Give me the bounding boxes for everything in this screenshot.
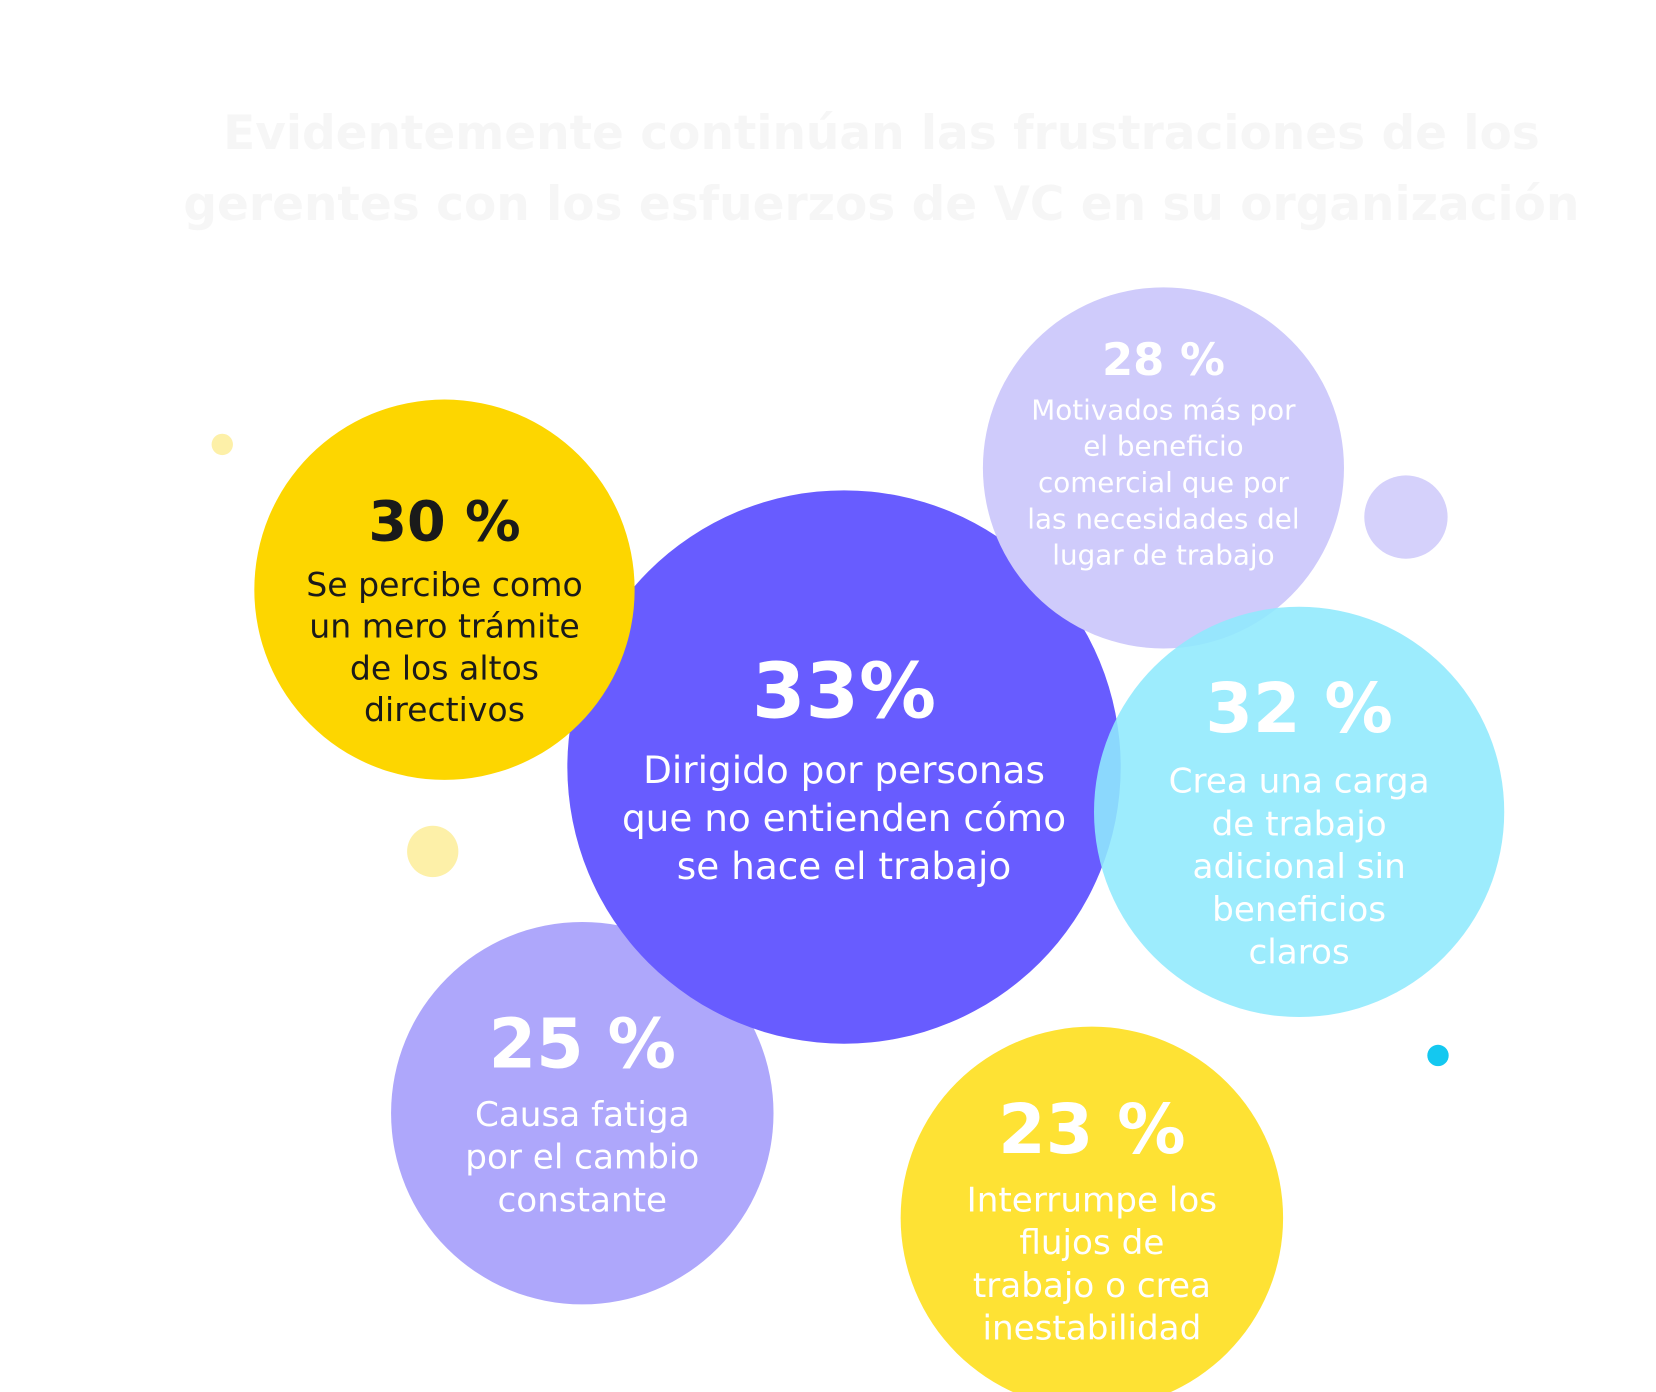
bubble-text: Dirigido por personas <box>643 748 1045 792</box>
bubble-circle <box>900 1026 1284 1392</box>
bubble-circle <box>982 287 1344 649</box>
bubble-text: comercial que por <box>1038 466 1289 499</box>
bubble-text: Interrumpe los <box>967 1180 1217 1220</box>
bubble-text: Se percibe como <box>306 565 582 604</box>
bubble-text: Motivados más por <box>1031 393 1296 426</box>
decor-dot <box>211 433 233 456</box>
bubble-value: 33% <box>752 648 936 737</box>
bubble-circle <box>567 490 1121 1044</box>
bubble-text: beneficios <box>1212 890 1386 930</box>
bubble: 28 % Motivados más por el beneficiocomerci… <box>982 287 1344 649</box>
title-line: Evidentemente continúan las frustracione… <box>223 106 1540 161</box>
bubble-value: 23 % <box>998 1091 1185 1170</box>
decor-dot <box>407 825 459 878</box>
bubble-text: adicional sin <box>1193 847 1406 887</box>
bubble-value: 30 % <box>368 490 520 555</box>
bubble-text: directivos <box>364 690 525 729</box>
bubble-text: el beneficio <box>1083 430 1243 463</box>
bubble-text: lugar de trabajo <box>1052 539 1274 572</box>
bubble-text: se hace el trabajo <box>677 844 1011 888</box>
bubble-text: de trabajo <box>1212 804 1387 844</box>
bubble-text: Causa fatiga <box>475 1095 690 1135</box>
bubble-text: las necesidades del <box>1027 502 1299 535</box>
bubble-text: que no entienden cómo <box>622 796 1066 840</box>
bubble-text: inestabilidad <box>982 1309 1201 1349</box>
decor-dot <box>1427 1044 1449 1067</box>
bubble-text: de los altos <box>350 648 539 687</box>
bubble-value: 28 % <box>1102 333 1225 386</box>
bubble-circle <box>1094 606 1505 1018</box>
bubble-text: claros <box>1249 932 1350 972</box>
bubble-text: trabajo o crea <box>973 1266 1211 1306</box>
bubble-text: Crea una carga <box>1169 762 1430 802</box>
decor-dot <box>1364 475 1448 559</box>
title: Evidentemente continúan las frustracione… <box>183 106 1579 232</box>
bubble-text: flujos de <box>1019 1223 1164 1263</box>
bubble-value: 25 % <box>489 1006 676 1085</box>
bubble-circle <box>254 399 635 780</box>
bubble-text: un mero trámite <box>309 607 579 646</box>
title-line: gerentes con los esfuerzos de VC en su o… <box>183 177 1579 232</box>
bubble-circle <box>391 921 774 1305</box>
bubble-value: 32 % <box>1205 670 1392 749</box>
bubble-text: constante <box>498 1180 668 1220</box>
bubble-text: por el cambio <box>465 1138 699 1178</box>
